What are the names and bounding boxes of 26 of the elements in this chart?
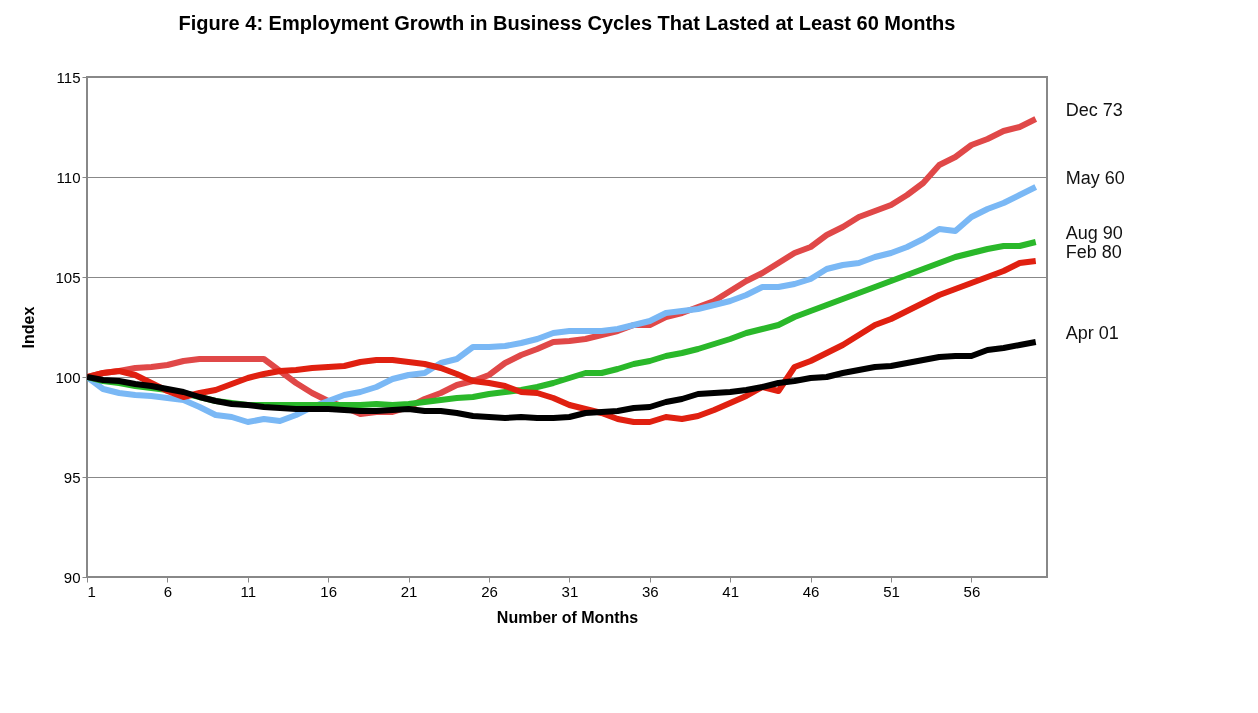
series-label: May 60 (1065, 168, 1125, 188)
chart-title: Figure 4: Employment Growth in Business Cycles That Lasted at Least 60 Months (178, 12, 956, 34)
y-tick-label: 95 (63, 468, 81, 486)
x-tick-label: 51 (883, 582, 900, 600)
x-axis-title: Number of Months (496, 608, 639, 626)
y-tick-label: 90 (63, 568, 81, 586)
y-tick-label: 105 (55, 268, 81, 286)
y-axis-title: Index (20, 306, 38, 349)
x-tick-label: 26 (481, 582, 498, 600)
x-tick-label: 11 (240, 582, 257, 600)
series-label: Aug 90 (1065, 223, 1123, 243)
y-tick-label: 100 (55, 368, 81, 386)
x-tick-label: 41 (722, 582, 740, 600)
x-tick-label: 56 (963, 582, 981, 600)
x-tick-label: 36 (641, 582, 659, 600)
series-label: Feb 80 (1065, 242, 1122, 262)
x-tick-label: 16 (320, 582, 338, 600)
x-tick-label: 31 (561, 582, 579, 600)
x-tick-label: 1 (87, 582, 96, 600)
x-tick-label: 46 (802, 582, 820, 600)
y-tick-label: 110 (56, 168, 81, 186)
x-tick-label: 21 (400, 582, 418, 600)
series-label: Dec 73 (1065, 100, 1123, 120)
x-tick-label: 6 (163, 582, 173, 600)
y-tick-label: 115 (56, 68, 81, 86)
series-label: Apr 01 (1065, 323, 1119, 343)
